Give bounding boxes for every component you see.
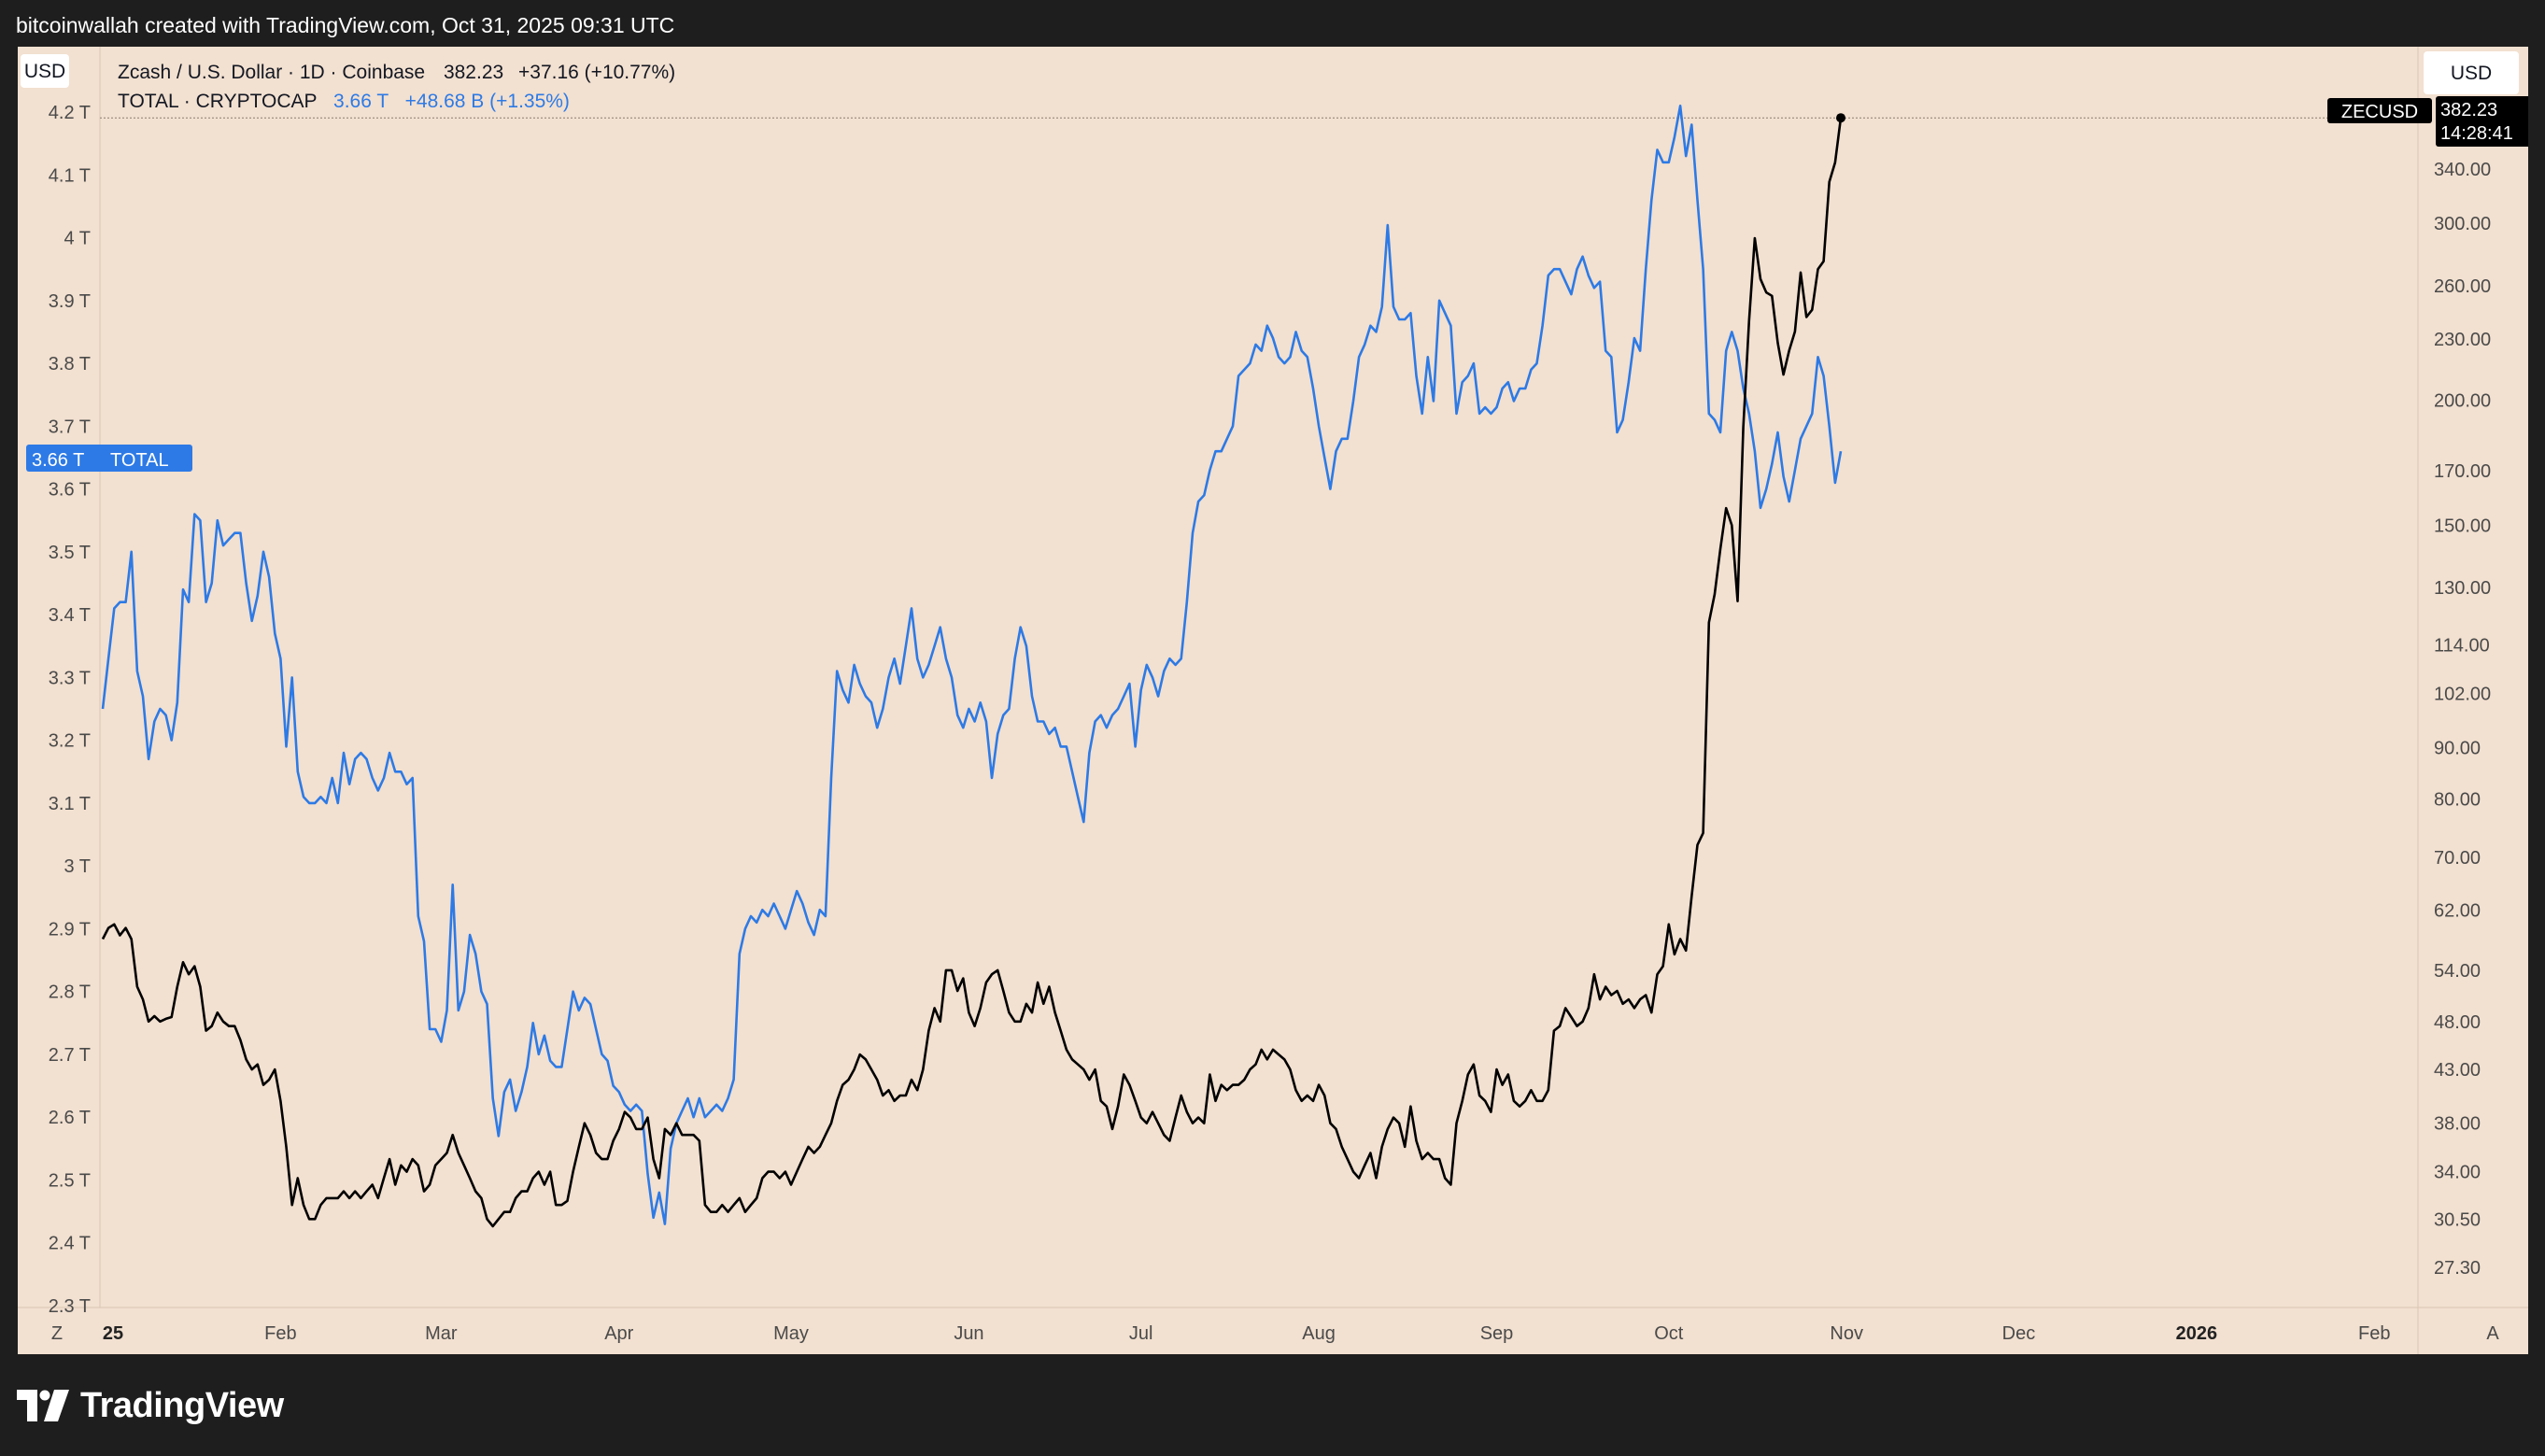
right-tick-label: 54.00 <box>2434 961 2481 982</box>
time-tick-label: Apr <box>604 1323 633 1344</box>
legend-currency-left-label: USD <box>24 61 65 82</box>
left-tick-label: 2.8 T <box>49 982 91 1003</box>
right-tick-label: 34.00 <box>2434 1163 2481 1183</box>
left-tick-label: 2.6 T <box>49 1108 91 1128</box>
right-tick-label: 300.00 <box>2434 214 2491 234</box>
right-tick-label: 70.00 <box>2434 848 2481 869</box>
right-tick-label: 30.50 <box>2434 1209 2481 1230</box>
right-tick-label: 114.00 <box>2434 635 2490 656</box>
left-tick-label: 3.3 T <box>49 668 91 688</box>
total-value-badge: 3.66 T TOTAL <box>26 445 192 472</box>
time-tick-label: Aug <box>1302 1323 1336 1344</box>
zec-price-label: 382.23 <box>2440 100 2497 120</box>
time-tick-label: Jul <box>1129 1323 1153 1344</box>
zec-price-badge: 382.23 14:28:41 <box>2436 96 2528 147</box>
right-tick-label: 102.00 <box>2434 684 2491 704</box>
left-tick-label: 2.7 T <box>49 1045 91 1066</box>
right-tick-label: 130.00 <box>2434 578 2491 599</box>
right-tick-label: 27.30 <box>2434 1258 2481 1279</box>
right-tick-label: 230.00 <box>2434 330 2491 350</box>
legend-total-name: TOTAL · CRYPTOCAP <box>118 91 317 112</box>
left-tick-label: 4 T <box>64 229 91 249</box>
right-tick-label: 90.00 <box>2434 739 2481 759</box>
grid-lines <box>18 47 2528 1354</box>
left-tick-label: 3.2 T <box>49 731 91 752</box>
auto-scale-button[interactable]: A <box>2474 1318 2511 1348</box>
total-badge-value: 3.66 T <box>32 450 84 471</box>
left-tick-label: 3 T <box>64 856 91 877</box>
legend-zec-change: +37.16 (+10.77%) <box>518 62 675 83</box>
time-tick-label: May <box>773 1323 809 1344</box>
time-tick-label: Dec <box>2002 1323 2036 1344</box>
top-bar: bitcoinwallah created with TradingView.c… <box>0 0 2545 47</box>
right-tick-label: 38.00 <box>2434 1114 2481 1135</box>
legend-series-zec: Zcash / U.S. Dollar · 1D · Coinbase 382.… <box>118 62 675 83</box>
right-tick-label: 340.00 <box>2434 160 2491 180</box>
right-tick-label: 43.00 <box>2434 1060 2481 1081</box>
left-tick-label: 4.2 T <box>49 103 91 123</box>
legend-currency-right[interactable]: USD <box>2424 51 2519 94</box>
tradingview-wordmark: TradingView <box>80 1385 284 1425</box>
left-tick-label: 2.4 T <box>49 1234 91 1254</box>
left-tick-label: 2.3 T <box>49 1296 91 1317</box>
right-axis-ticks: 340.00 300.00 260.00 230.00 200.00 170.00 150.… <box>2434 160 2491 1279</box>
left-tick-label: 3.5 T <box>49 543 91 563</box>
right-tick-label: 150.00 <box>2434 516 2491 536</box>
left-tick-label: 3.8 T <box>49 354 91 375</box>
tradingview-logo-icon <box>17 1390 69 1421</box>
left-tick-label: 2.9 T <box>49 919 91 940</box>
left-tick-label: 3.9 T <box>49 291 91 312</box>
zoom-button-label: Z <box>51 1323 63 1344</box>
time-tick-label: Feb <box>264 1323 296 1344</box>
left-axis-ticks: 4.2 T 4.1 T 4 T 3.9 T 3.8 T 3.7 T 3.6 T 3.5 T 3.… <box>49 103 91 1317</box>
left-tick-label: 3.4 T <box>49 605 91 626</box>
right-tick-label: 62.00 <box>2434 900 2481 921</box>
zec-symbol-label: ZECUSD <box>2341 102 2418 122</box>
total-series-line[interactable] <box>101 105 1843 1225</box>
chart-panel[interactable]: 4.2 T 4.1 T 4 T 3.9 T 3.8 T 3.7 T 3.6 T 3.5 T 3.… <box>18 47 2528 1354</box>
time-tick-label: Oct <box>1654 1323 1684 1344</box>
zec-symbol-badge: ZECUSD <box>2327 98 2432 123</box>
legend-series-total: TOTAL · CRYPTOCAP 3.66 T +48.68 B (+1.35… <box>118 91 570 112</box>
right-tick-label: 260.00 <box>2434 276 2491 297</box>
countdown-label: 14:28:41 <box>2440 123 2513 144</box>
time-tick-label: Sep <box>1480 1323 1514 1344</box>
time-tick-label: Mar <box>425 1323 458 1344</box>
branding-footer: TradingView <box>17 1380 284 1431</box>
left-tick-label: 3.1 T <box>49 794 91 814</box>
zec-series-line[interactable] <box>101 118 1843 1228</box>
time-tick-label: 25 <box>103 1323 123 1344</box>
time-tick-label: 2026 <box>2176 1323 2218 1344</box>
attribution-text: bitcoinwallah created with TradingView.c… <box>16 13 675 37</box>
time-tick-label: Feb <box>2358 1323 2390 1344</box>
left-tick-label: 3.7 T <box>49 417 91 437</box>
left-tick-label: 3.6 T <box>49 480 91 501</box>
legend-currency-right-label: USD <box>2451 63 2492 84</box>
chart[interactable]: 4.2 T 4.1 T 4 T 3.9 T 3.8 T 3.7 T 3.6 T 3.5 T 3.… <box>18 47 2528 1354</box>
legend-zec-price: 382.23 <box>444 62 503 83</box>
time-tick-label: Jun <box>954 1323 983 1344</box>
legend-currency-left[interactable]: USD <box>21 54 69 88</box>
time-tick-label: Nov <box>1830 1323 1863 1344</box>
left-tick-label: 2.5 T <box>49 1170 91 1191</box>
legend-total-change: +48.68 B (+1.35%) <box>405 91 570 112</box>
right-tick-label: 200.00 <box>2434 390 2491 411</box>
right-tick-label: 170.00 <box>2434 461 2491 482</box>
legend-total-value: 3.66 T <box>333 91 389 112</box>
total-badge-name: TOTAL <box>110 450 169 471</box>
zoom-button[interactable]: Z <box>38 1318 76 1348</box>
legend-zec-name: Zcash / U.S. Dollar · 1D · Coinbase <box>118 62 425 83</box>
right-tick-label: 80.00 <box>2434 790 2481 811</box>
left-tick-label: 4.1 T <box>49 165 91 186</box>
right-tick-label: 48.00 <box>2434 1012 2481 1033</box>
last-price-dot <box>1836 113 1845 123</box>
time-axis-ticks: 25 Feb Mar Apr May Jun Jul Aug Sep Oct Nov Dec 2026 F… <box>103 1323 2391 1344</box>
auto-scale-button-label: A <box>2486 1323 2499 1344</box>
